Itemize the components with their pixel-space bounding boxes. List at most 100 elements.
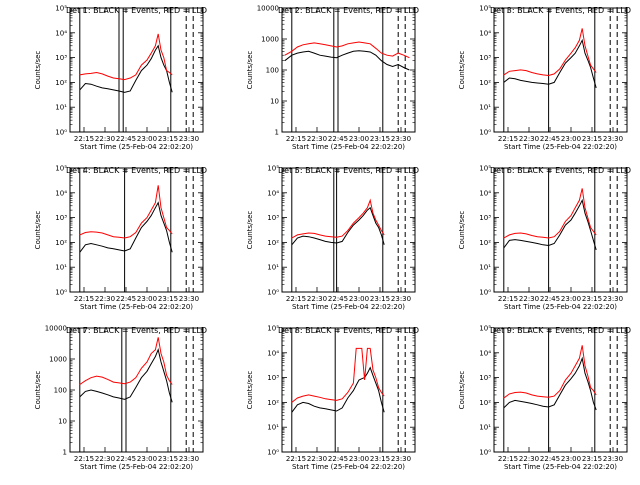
series-line-events [284, 50, 410, 71]
series-line-events [79, 348, 173, 403]
y-axis-label: Counts/sec [246, 371, 254, 410]
y-tick-label: 10⁵ [55, 165, 67, 173]
x-tick-label: 22:15 [74, 295, 94, 303]
series-line-lld [503, 188, 597, 239]
x-axis-label: Start Time (25-Feb-04 22:02:20) [292, 463, 405, 471]
x-tick-label: 22:15 [74, 135, 94, 143]
y-tick-label: 10⁵ [267, 165, 279, 173]
x-tick-label: 23:30 [179, 295, 199, 303]
series-line-lld [503, 28, 597, 77]
y-tick-label: 10³ [55, 54, 67, 62]
plot-frame [281, 327, 416, 453]
x-tick-label: 22:15 [498, 135, 518, 143]
y-tick-label: 10000 [45, 325, 67, 333]
series-line-lld [79, 185, 173, 239]
plot-frame [493, 167, 628, 293]
y-tick-label: 10³ [267, 214, 279, 222]
y-tick-label: 10¹ [479, 264, 491, 272]
x-axis-label: Start Time (25-Feb-04 22:02:20) [80, 303, 193, 311]
y-tick-label: 10² [479, 79, 491, 87]
chart-title: Det 3: BLACK = Events, RED = LLD [490, 6, 631, 15]
y-tick-label: 1000 [261, 36, 279, 44]
plot-frame [69, 167, 204, 293]
x-tick-label: 22:30 [307, 455, 327, 463]
x-tick-label: 22:45 [116, 135, 136, 143]
x-axis-label: Start Time (25-Feb-04 22:02:20) [80, 463, 193, 471]
y-axis-label: Counts/sec [34, 51, 42, 90]
y-tick-label: 10⁵ [479, 325, 491, 333]
chart-title: Det 9: BLACK = Events, RED = LLD [490, 326, 631, 335]
x-tick-label: 22:30 [307, 135, 327, 143]
y-tick-label: 10¹ [479, 424, 491, 432]
x-tick-label: 23:15 [370, 455, 390, 463]
x-tick-label: 23:00 [561, 295, 581, 303]
series-line-lld [79, 337, 173, 385]
x-tick-label: 22:30 [95, 135, 115, 143]
chart-title: Det 7: BLACK = Events, RED = LLD [66, 326, 207, 335]
x-tick-label: 23:00 [349, 455, 369, 463]
chart-panel-7: 1 10 100 1000 10000 22:15 22:30 22:45 23:00 23:15… [34, 325, 207, 472]
y-tick-label: 10000 [257, 5, 279, 13]
x-tick-label: 22:30 [519, 455, 539, 463]
x-tick-label: 23:30 [179, 135, 199, 143]
y-tick-label: 10³ [55, 214, 67, 222]
x-tick-label: 23:15 [158, 295, 178, 303]
x-tick-label: 23:30 [179, 455, 199, 463]
y-tick-label: 10⁵ [267, 325, 279, 333]
x-tick-label: 22:30 [95, 295, 115, 303]
y-tick-label: 10² [55, 239, 67, 247]
y-tick-label: 10³ [479, 54, 491, 62]
y-tick-label: 10⁴ [479, 29, 491, 37]
y-tick-label: 10⁵ [479, 5, 491, 13]
y-tick-label: 10⁰ [479, 449, 491, 457]
series-line-events [503, 198, 597, 251]
series-line-lld [503, 345, 597, 399]
series-line-lld [79, 33, 173, 81]
x-tick-label: 23:15 [582, 455, 602, 463]
y-tick-label: 10⁴ [267, 189, 279, 197]
x-tick-label: 22:45 [540, 455, 560, 463]
y-tick-label: 10² [479, 239, 491, 247]
series-line-events [503, 38, 597, 89]
x-tick-label: 22:15 [286, 455, 306, 463]
x-tick-label: 23:00 [561, 135, 581, 143]
plot-frame [69, 7, 204, 133]
y-tick-label: 10⁰ [55, 289, 67, 297]
y-tick-label: 10³ [479, 374, 491, 382]
y-tick-label: 10⁴ [479, 189, 491, 197]
y-tick-label: 10⁴ [55, 29, 67, 37]
y-tick-label: 10⁴ [55, 189, 67, 197]
chart-panel-2: 1 10 100 1000 10000 22:15 22:30 22:45 23:00 23:15… [246, 5, 419, 152]
x-tick-label: 22:30 [519, 135, 539, 143]
y-axis-label: Counts/sec [34, 211, 42, 250]
x-tick-label: 23:30 [603, 455, 623, 463]
y-tick-label: 10⁵ [55, 5, 67, 13]
y-tick-label: 1 [275, 129, 279, 137]
x-tick-label: 22:15 [286, 135, 306, 143]
x-axis-label: Start Time (25-Feb-04 22:02:20) [80, 143, 193, 151]
plot-frame [493, 7, 628, 133]
chart-title: Det 8: BLACK = Events, RED = LLD [278, 326, 419, 335]
x-tick-label: 23:30 [391, 135, 411, 143]
x-tick-label: 22:30 [95, 455, 115, 463]
y-tick-label: 10⁰ [479, 129, 491, 137]
x-tick-label: 23:30 [603, 135, 623, 143]
chart-title: Det 5: BLACK = Events, RED = LLD [278, 166, 419, 175]
y-tick-label: 10⁴ [479, 349, 491, 357]
y-tick-label: 10 [58, 418, 67, 426]
chart-title: Det 6: BLACK = Events, RED = LLD [490, 166, 631, 175]
x-tick-label: 23:00 [349, 295, 369, 303]
series-line-events [291, 366, 385, 413]
y-tick-label: 1 [63, 449, 67, 457]
y-axis-label: Counts/sec [458, 371, 466, 410]
series-line-events [79, 44, 173, 93]
y-tick-label: 10⁴ [267, 349, 279, 357]
